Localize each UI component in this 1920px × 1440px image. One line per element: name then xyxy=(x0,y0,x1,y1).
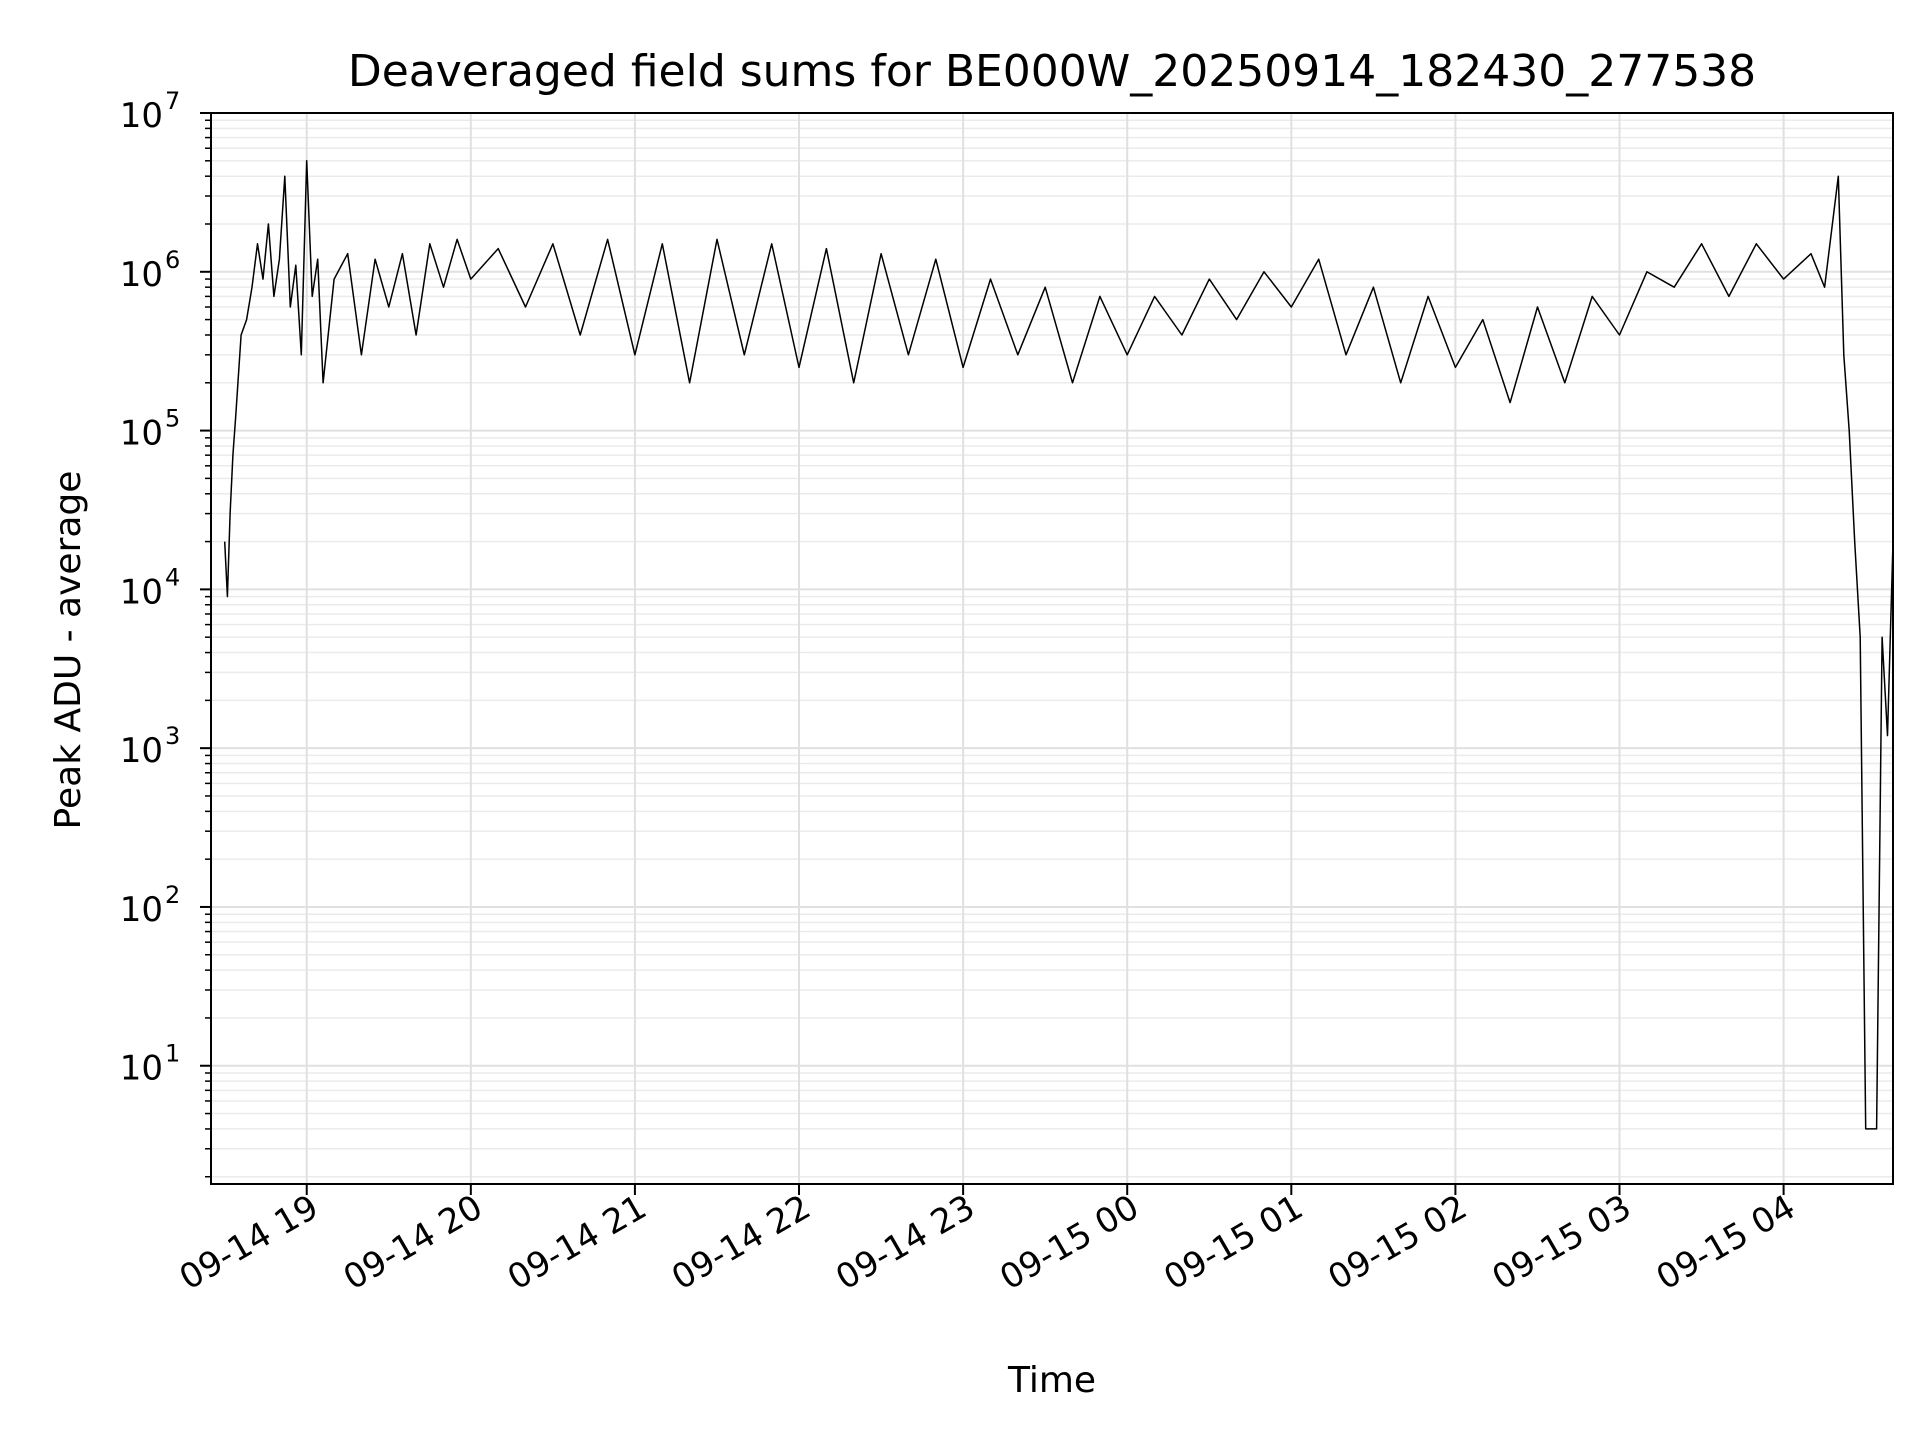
y-tick-exponent: 6 xyxy=(165,246,180,274)
y-tick-exponent: 1 xyxy=(165,1040,180,1068)
series-layer xyxy=(223,160,1894,1130)
chart-title: Deaveraged field sums for BE000W_2025091… xyxy=(348,46,1756,97)
y-tick-exponent: 4 xyxy=(165,563,180,591)
y-axis-label: Peak ADU - average xyxy=(48,471,89,830)
y-tick-label: 10 xyxy=(120,890,163,930)
y-tick-label: 10 xyxy=(120,731,163,771)
y-tick-label: 10 xyxy=(120,96,163,136)
plot-background xyxy=(211,113,1893,1184)
x-tick-label: 09-15 01 xyxy=(1157,1187,1309,1298)
x-tick-label: 09-15 04 xyxy=(1650,1187,1802,1298)
y-tick-label: 10 xyxy=(120,572,163,612)
y-tick-label: 10 xyxy=(120,414,163,454)
grid xyxy=(211,112,1893,1184)
y-tick-label: 10 xyxy=(120,255,163,295)
y-tick-exponent: 3 xyxy=(165,722,180,750)
y-tick-exponent: 2 xyxy=(165,881,180,909)
y-tick-exponent: 5 xyxy=(165,405,180,433)
x-tick-label: 09-15 03 xyxy=(1486,1187,1638,1298)
x-tick-label: 09-14 20 xyxy=(337,1187,489,1298)
y-tick-exponent: 7 xyxy=(165,87,180,115)
x-tick-label: 09-15 00 xyxy=(993,1187,1145,1298)
x-axis-label: Time xyxy=(1007,1360,1096,1401)
y-tick-label: 10 xyxy=(120,1049,163,1089)
x-tick-label: 09-14 22 xyxy=(665,1187,817,1298)
x-tick-label: 09-15 02 xyxy=(1322,1187,1474,1298)
plot-frame xyxy=(210,112,1894,1185)
x-tick-label: 09-14 19 xyxy=(173,1187,325,1298)
x-tick-label: 09-14 23 xyxy=(829,1187,981,1298)
x-tick-label: 09-14 21 xyxy=(501,1187,653,1298)
series-line xyxy=(223,160,1894,1130)
